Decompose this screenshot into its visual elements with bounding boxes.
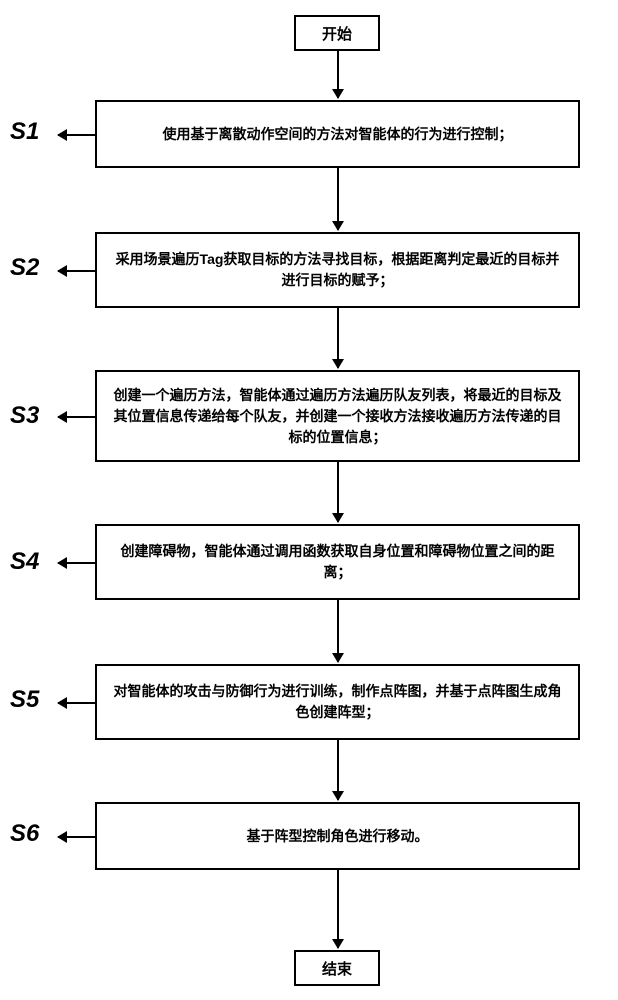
arrow-label-s1 — [58, 134, 95, 136]
arrow-s4-s5 — [337, 600, 339, 662]
arrow-s3-s4 — [337, 462, 339, 522]
start-terminal: 开始 — [294, 15, 380, 51]
arrow-label-s6 — [58, 836, 95, 838]
arrow-label-s3 — [58, 416, 95, 418]
step-label-s6: S6 — [10, 820, 39, 848]
arrow-label-s4 — [58, 562, 95, 564]
process-s6: 基于阵型控制角色进行移动。 — [95, 802, 580, 870]
process-s6-text: 基于阵型控制角色进行移动。 — [247, 826, 429, 847]
flowchart-container: 开始 S1 使用基于离散动作空间的方法对智能体的行为进行控制； S2 采用场景遍… — [0, 0, 618, 1000]
arrow-s1-s2 — [337, 168, 339, 230]
start-text: 开始 — [322, 23, 352, 44]
process-s4-text: 创建障碍物，智能体通过调用函数获取自身位置和障碍物位置之间的距离； — [111, 541, 564, 583]
process-s4: 创建障碍物，智能体通过调用函数获取自身位置和障碍物位置之间的距离； — [95, 524, 580, 600]
arrow-label-s5 — [58, 702, 95, 704]
arrow-label-s2 — [58, 270, 95, 272]
process-s3-text: 创建一个遍历方法，智能体通过遍历方法遍历队友列表，将最近的目标及其位置信息传递给… — [111, 385, 564, 448]
arrow-s6-end — [337, 870, 339, 948]
arrow-s2-s3 — [337, 308, 339, 368]
step-label-s5: S5 — [10, 686, 39, 714]
process-s2: 采用场景遍历Tag获取目标的方法寻找目标，根据距离判定最近的目标并进行目标的赋予… — [95, 232, 580, 308]
step-label-s3: S3 — [10, 402, 39, 430]
process-s5-text: 对智能体的攻击与防御行为进行训练，制作点阵图，并基于点阵图生成角色创建阵型； — [111, 681, 564, 723]
end-text: 结束 — [322, 958, 352, 979]
step-label-s2: S2 — [10, 254, 39, 282]
process-s2-text: 采用场景遍历Tag获取目标的方法寻找目标，根据距离判定最近的目标并进行目标的赋予… — [111, 249, 564, 291]
step-label-s4: S4 — [10, 548, 39, 576]
end-terminal: 结束 — [294, 950, 380, 986]
arrow-start-s1 — [337, 51, 339, 98]
process-s1: 使用基于离散动作空间的方法对智能体的行为进行控制； — [95, 100, 580, 168]
step-label-s1: S1 — [10, 118, 39, 146]
arrow-s5-s6 — [337, 740, 339, 800]
process-s5: 对智能体的攻击与防御行为进行训练，制作点阵图，并基于点阵图生成角色创建阵型； — [95, 664, 580, 740]
process-s3: 创建一个遍历方法，智能体通过遍历方法遍历队友列表，将最近的目标及其位置信息传递给… — [95, 370, 580, 462]
process-s1-text: 使用基于离散动作空间的方法对智能体的行为进行控制； — [163, 124, 513, 145]
